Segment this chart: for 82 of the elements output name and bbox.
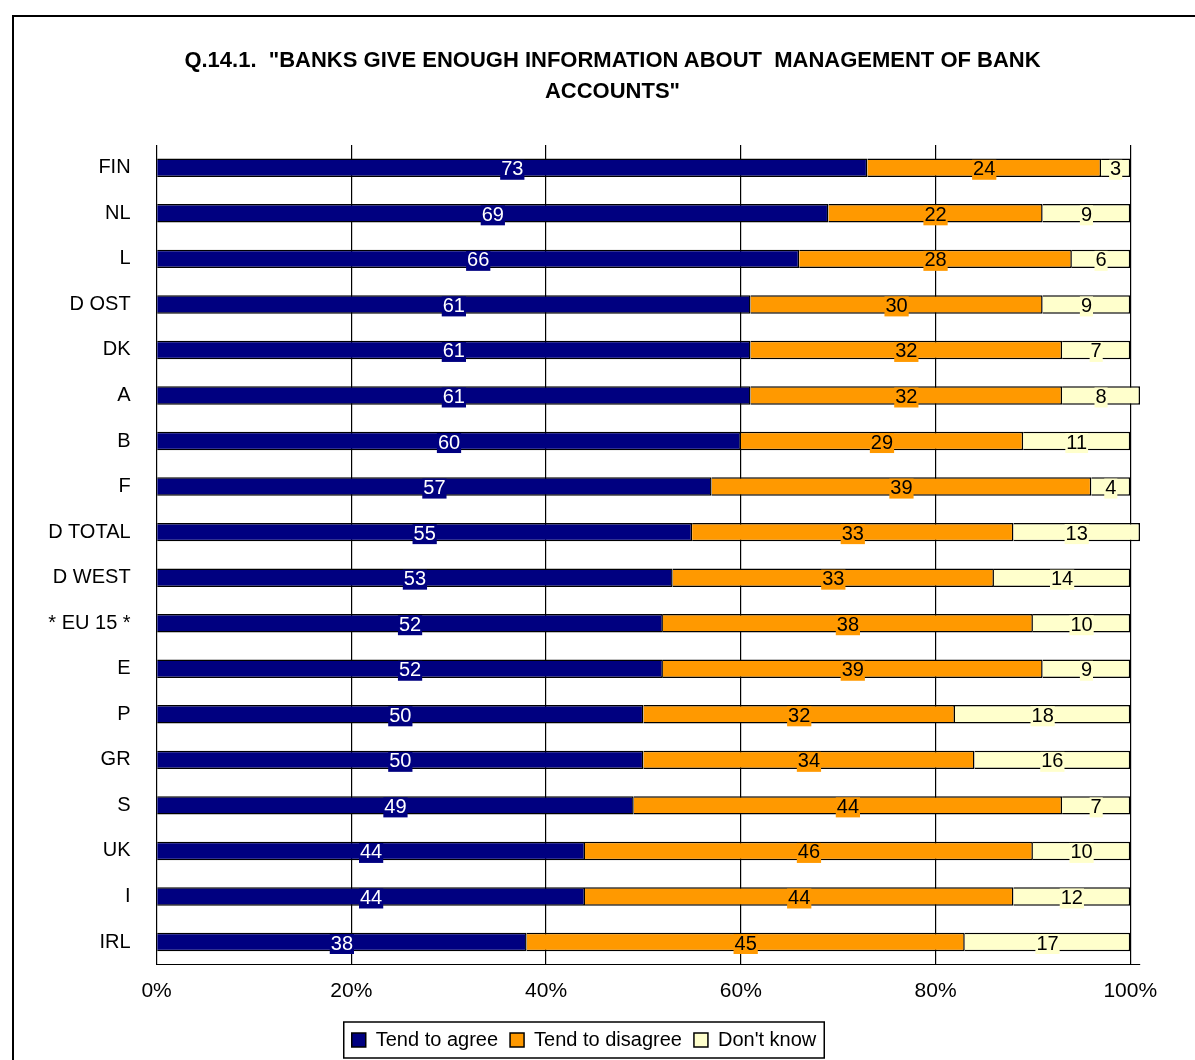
data-label: 6 [1095,248,1107,271]
data-label: 60 [437,430,461,453]
data-label: 4 [1105,476,1117,499]
data-label: 14 [1050,567,1074,590]
data-label: 57 [423,476,446,499]
data-label: 66 [467,248,490,271]
data-label: 10 [1070,612,1093,635]
x-tick-label: 80% [914,978,957,1002]
y-tick-label: D WEST [52,565,131,588]
data-label: 29 [870,430,894,453]
data-label: 34 [797,749,821,772]
data-label: 44 [836,794,860,817]
data-label: 33 [822,567,845,590]
data-label: 8 [1095,385,1107,408]
data-label: 30 [885,293,908,316]
data-label: 44 [359,840,383,863]
data-label: 22 [924,202,947,225]
y-tick-label: B [117,428,131,451]
legend-label: Tend to disagree [534,1027,682,1050]
data-label: 44 [359,886,383,908]
y-tick-label: FIN [98,155,131,178]
data-label: 39 [841,658,864,681]
data-label: 7 [1090,794,1102,817]
legend-label: Don't know [717,1027,817,1050]
y-tick-label: D OST [69,291,131,314]
y-tick-label: S [117,792,131,815]
data-label: 24 [973,157,996,180]
data-label: 61 [442,293,465,316]
data-label: 12 [1060,886,1083,908]
data-label: 9 [1080,202,1093,225]
chart-title: Q.14.1. "BANKS GIVE ENOUGH INFORMATION ABOUT MANAGEMENT OF BANK ACCOUNTS" [183,46,1042,105]
data-label: 49 [384,794,407,817]
data-label: 69 [481,202,504,225]
data-label: 50 [389,749,412,772]
data-label: 32 [895,385,918,408]
y-tick-label: * EU 15 * [48,610,131,633]
data-label: 33 [841,521,864,544]
data-label: 32 [895,339,918,362]
y-tick-label: F [118,474,131,497]
data-label: 28 [924,248,947,271]
data-label: 3 [1110,157,1122,180]
data-label: 11 [1066,430,1088,453]
data-label: 44 [788,886,811,908]
y-tick-label: A [117,383,132,406]
y-tick-label: D TOTAL [48,519,131,542]
data-label: 7 [1090,339,1102,362]
data-label: 38 [836,612,860,635]
x-tick-label: 20% [330,978,373,1002]
data-label: 9 [1080,293,1093,316]
data-label: 39 [890,476,913,499]
x-tick-label: 0% [141,978,172,1002]
x-tick-label: 100% [1103,978,1158,1002]
x-tick-label: 40% [525,978,568,1002]
y-tick-label: NL [105,200,131,223]
data-label: 13 [1065,521,1088,544]
data-label: 38 [330,931,354,954]
data-label: 10 [1070,840,1093,863]
y-tick-label: GR [100,747,131,770]
data-label: 46 [797,840,821,863]
data-label: 32 [788,703,811,726]
data-label: 52 [398,658,422,681]
data-label: 50 [389,703,412,726]
y-tick-label: E [117,656,131,679]
data-label: 45 [734,931,757,954]
data-label: 16 [1041,749,1064,772]
y-tick-label: I [125,884,131,906]
data-label: 9 [1080,658,1093,681]
data-label: 52 [398,612,422,635]
y-tick-label: UK [102,838,132,861]
data-label: 61 [442,339,465,362]
data-label: 73 [501,157,524,180]
data-label: 61 [442,385,465,408]
x-tick-label: 60% [719,978,762,1002]
y-tick-label: IRL [99,929,131,952]
data-label: 18 [1031,703,1054,726]
y-tick-label: P [117,701,131,724]
data-label: 17 [1036,931,1059,954]
y-tick-label: L [119,246,131,269]
y-tick-label: DK [102,337,132,360]
data-label: 53 [403,567,427,590]
data-label: 55 [413,521,436,544]
legend-label: Tend to agree [375,1027,499,1050]
